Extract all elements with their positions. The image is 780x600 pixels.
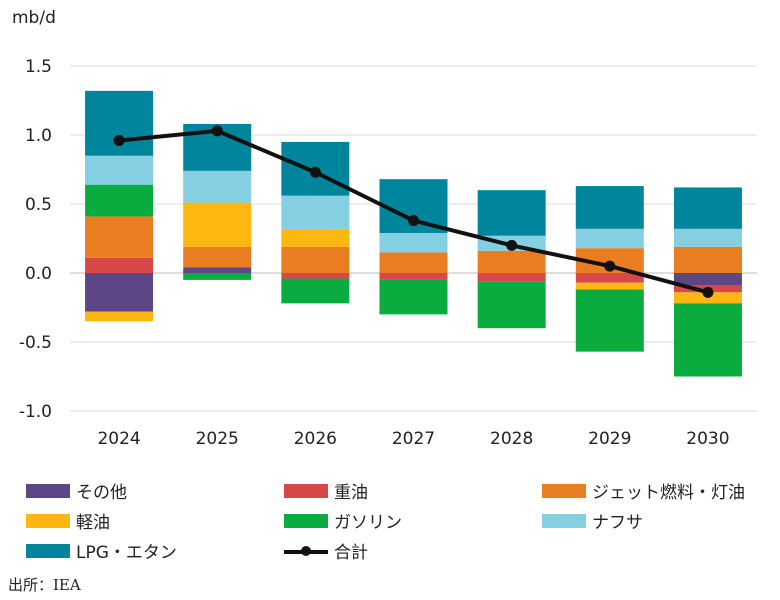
bar-segment — [575, 282, 644, 290]
bar-segment — [85, 273, 154, 312]
x-tick-label: 2024 — [97, 429, 140, 449]
x-tick-label: 2025 — [196, 429, 239, 449]
bar-segment — [85, 155, 154, 185]
bar-segment — [85, 311, 154, 322]
bar-segment — [673, 228, 742, 247]
bar-segment — [379, 279, 448, 315]
bar-segment — [281, 228, 350, 247]
bar-segment — [183, 267, 252, 273]
y-tick-label: 1.5 — [25, 57, 52, 77]
bar-segment — [575, 273, 644, 283]
bar-segment — [477, 250, 546, 273]
y-tick-label: 0.0 — [25, 264, 52, 284]
legend-label-total: 合計 — [334, 543, 368, 563]
legend-label-naphtha: ナフサ — [592, 513, 643, 533]
legend-swatch-gasoline — [284, 513, 328, 528]
bar-segment — [673, 187, 742, 229]
bar-segment — [281, 278, 350, 304]
legend-item-total: 合計 — [284, 538, 368, 563]
legend-swatch-heavy-oil — [284, 483, 328, 498]
bar-segment — [379, 232, 448, 253]
y-axis-unit-label: mb/d — [12, 8, 56, 28]
bar-segment — [575, 228, 644, 249]
bar-segment — [379, 273, 448, 280]
total-point — [309, 166, 321, 178]
legend-swatch-other — [26, 483, 70, 498]
bar-segment — [281, 273, 350, 279]
bar-segment — [477, 190, 546, 236]
bar-segment — [379, 252, 448, 273]
y-tick-label: 0.5 — [25, 195, 52, 215]
bar-segment — [281, 195, 350, 229]
legend-item-lpg-ethane: LPG・エタン — [26, 538, 177, 563]
legend-label-other: その他 — [76, 483, 127, 503]
bar-segment — [85, 257, 154, 273]
bar-segment — [477, 281, 546, 329]
bar-segment — [183, 170, 252, 203]
bar-segment — [183, 273, 252, 280]
y-tick-label: -1.0 — [19, 402, 52, 422]
total-point — [702, 286, 714, 298]
stacked-bar-chart: 1.5 1.0 0.5 0.0 -0.5 -1.0 2024 2025 2026 2027 2028… — [19, 57, 757, 449]
bar-segment — [673, 303, 742, 377]
bar-segment — [281, 246, 350, 273]
total-point — [604, 260, 616, 272]
legend-swatch-lpg-ethane — [26, 543, 70, 558]
legend-label-heavy-oil: 重油 — [334, 483, 368, 503]
y-tick-label: 1.0 — [25, 126, 52, 146]
bar-segment — [673, 246, 742, 273]
legend-item-heavy-oil: 重油 — [284, 478, 368, 503]
legend-label-jet-kerosene: ジェット燃料・灯油 — [592, 483, 745, 503]
total-point — [408, 215, 419, 227]
x-tick-label: 2030 — [686, 429, 729, 449]
bar-segment — [85, 184, 154, 217]
legend-swatch-naphtha — [542, 513, 586, 528]
bar-segment — [673, 273, 742, 286]
x-tick-label: 2027 — [392, 429, 435, 449]
total-point — [211, 125, 223, 137]
legend-label-lpg-ethane: LPG・エタン — [76, 543, 177, 563]
bar-segment — [183, 202, 252, 247]
bar-segment — [85, 216, 154, 258]
legend-item-jet-kerosene: ジェット燃料・灯油 — [542, 478, 745, 503]
bar-segment — [575, 186, 644, 229]
legend-item-gasoline: ガソリン — [284, 508, 402, 533]
legend-swatch-total-line — [284, 544, 328, 558]
legend-item-naphtha: ナフサ — [542, 508, 643, 533]
bar-segment — [477, 273, 546, 282]
bar-segment — [673, 292, 742, 304]
y-tick-label: -0.5 — [19, 333, 52, 353]
x-tick-label: 2028 — [490, 429, 533, 449]
bar-segment — [183, 246, 252, 268]
legend-item-other: その他 — [26, 478, 127, 503]
legend-label-diesel: 軽油 — [76, 513, 110, 533]
total-point — [113, 135, 125, 147]
source-note: 出所：IEA — [8, 576, 81, 594]
legend-item-diesel: 軽油 — [26, 508, 110, 533]
legend-swatch-diesel — [26, 513, 70, 528]
x-tick-label: 2029 — [588, 429, 631, 449]
total-point — [506, 239, 518, 251]
x-tick-label: 2026 — [294, 429, 337, 449]
legend-swatch-jet-kerosene — [542, 483, 586, 498]
bar-segment — [575, 289, 644, 352]
legend-label-gasoline: ガソリン — [334, 513, 402, 533]
